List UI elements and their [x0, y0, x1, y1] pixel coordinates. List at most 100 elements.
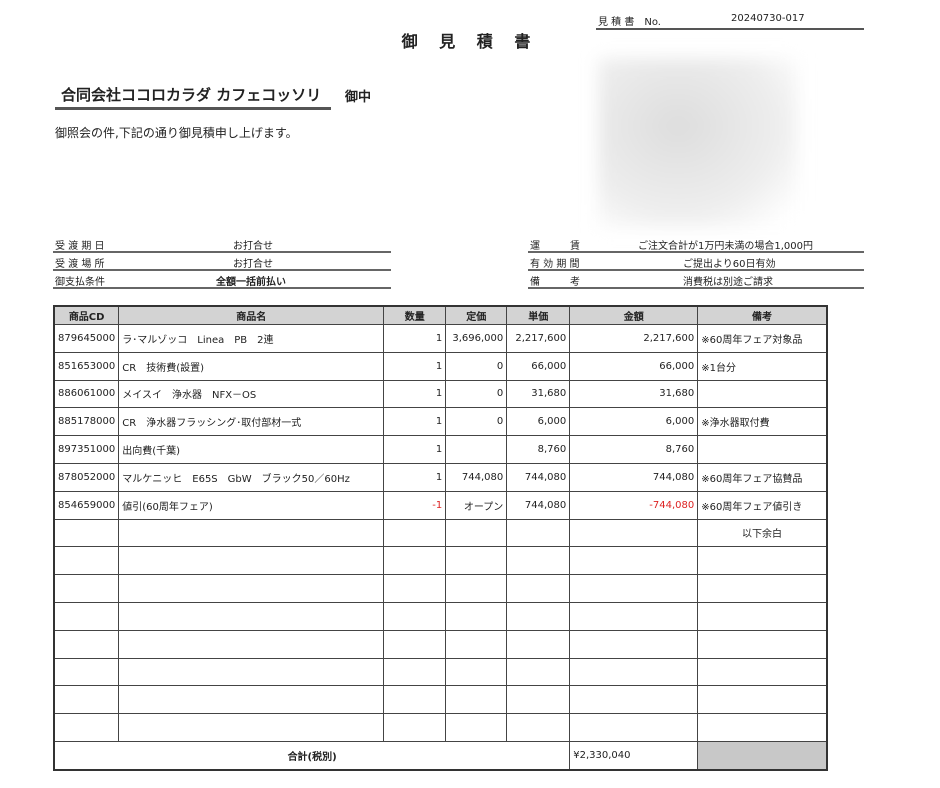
- table-cell: [506, 601, 571, 631]
- column-header: 商品名: [118, 305, 385, 325]
- empty-row: [53, 657, 828, 687]
- table-cell: 6,000: [506, 407, 571, 437]
- table-cell: [697, 435, 828, 464]
- table-cell: -744,080: [569, 490, 699, 520]
- column-header: 商品CD: [53, 305, 120, 325]
- table-cell: [383, 685, 447, 715]
- table-cell: [118, 601, 385, 631]
- table-cell: 66,000: [569, 351, 699, 381]
- condition-value: お打合せ: [233, 259, 273, 270]
- condition-value: 全額一括前払い: [216, 277, 286, 288]
- table-cell: マルケニッヒ E65S GbW ブラック50／60Hz: [118, 462, 385, 492]
- table-cell: [53, 713, 120, 742]
- table-cell: [383, 546, 447, 576]
- redacted-issuer-block: [598, 58, 798, 228]
- condition-value: お打合せ: [233, 241, 273, 252]
- column-header: 金額: [569, 305, 699, 325]
- condition-row: 御支払条件 全額一括前払い: [53, 270, 391, 289]
- condition-row: 受 渡 期 日 お打合せ: [53, 234, 391, 253]
- table-cell: 66,000: [506, 351, 571, 381]
- table-cell: [118, 574, 385, 603]
- condition-row: 受 渡 場 所 お打合せ: [53, 252, 391, 271]
- column-header: 単価: [506, 305, 571, 325]
- client-honorific: 御中: [345, 90, 372, 105]
- table-cell: 879645000: [53, 324, 120, 353]
- table-cell: 3,696,000: [445, 324, 508, 353]
- condition-label: 受 渡 場 所: [55, 259, 105, 270]
- empty-row: 以下余白: [53, 518, 828, 548]
- estimate-number: 見 積 書 No. 20240730-017: [596, 10, 864, 30]
- total-row: 合計(税別) ¥2,330,040: [53, 740, 828, 771]
- table-cell: 744,080: [569, 462, 699, 492]
- column-header: 定価: [445, 305, 508, 325]
- empty-row: [53, 629, 828, 659]
- table-cell: [569, 657, 699, 687]
- table-cell: [383, 713, 447, 742]
- table-cell: [118, 546, 385, 576]
- condition-label: 御支払条件: [55, 277, 105, 288]
- table-cell: [506, 518, 571, 548]
- table-cell: ラ･マルゾッコ Linea PB 2連: [118, 324, 385, 353]
- table-cell: [445, 601, 508, 631]
- table-cell: 1: [383, 462, 447, 492]
- table-cell: ※浄水器取付費: [697, 407, 828, 437]
- table-cell: 0: [445, 407, 508, 437]
- table-cell: ※60周年フェア対象品: [697, 324, 828, 353]
- remainder-note: 以下余白: [697, 518, 828, 548]
- table-cell: [569, 685, 699, 715]
- table-row: 886061000 メイスイ 浄水器 NFX－OS 1 0 31,680 31,680: [53, 379, 828, 409]
- table-cell: [506, 657, 571, 687]
- table-row: 851653000 CR 技術費(設置) 1 0 66,000 66,000 ※1台分: [53, 351, 828, 381]
- table-cell: [697, 379, 828, 409]
- table-cell: [445, 629, 508, 659]
- table-row: 897351000 出向費(千葉) 1 8,760 8,760: [53, 435, 828, 464]
- table-cell: [445, 685, 508, 715]
- condition-label: 受 渡 期 日: [55, 241, 105, 252]
- table-cell: [569, 601, 699, 631]
- total-value: ¥2,330,040: [569, 740, 699, 771]
- table-cell: [53, 518, 120, 548]
- total-blank-cell: [697, 740, 828, 771]
- table-cell: [697, 713, 828, 742]
- table-cell: [53, 657, 120, 687]
- table-cell: [445, 518, 508, 548]
- table-cell: 851653000: [53, 351, 120, 381]
- table-cell: [445, 435, 508, 464]
- document-title: 御 見 積 書: [401, 32, 539, 51]
- table-cell: 897351000: [53, 435, 120, 464]
- table-cell: [383, 601, 447, 631]
- table-cell: 31,680: [506, 379, 571, 409]
- table-cell: [569, 546, 699, 576]
- condition-row: 運 賃 ご注文合計が1万円未満の場合1,000円: [528, 234, 864, 253]
- column-header: 備考: [697, 305, 828, 325]
- table-cell: [697, 546, 828, 576]
- table-header-row: 商品CD 商品名 数量 定価 単価 金額 備考: [53, 305, 828, 325]
- table-cell: 8,760: [569, 435, 699, 464]
- condition-label: 備 考: [530, 277, 580, 288]
- greeting-text: 御照会の件,下記の通り御見積申し上げます。: [55, 126, 298, 140]
- table-cell: 8,760: [506, 435, 571, 464]
- table-cell: [569, 518, 699, 548]
- column-header: 数量: [383, 305, 447, 325]
- table-row: 885178000 CR 浄水器フラッシング･取付部材一式 1 0 6,000 6,000…: [53, 407, 828, 437]
- table-cell: 0: [445, 379, 508, 409]
- table-cell: [506, 713, 571, 742]
- condition-value: ご提出より60日有効: [683, 259, 776, 270]
- estimate-number-label: 見 積 書 No.: [598, 17, 661, 28]
- table-cell: 744,080: [506, 490, 571, 520]
- empty-row: [53, 601, 828, 631]
- table-cell: [383, 629, 447, 659]
- table-cell: ※60周年フェア協賛品: [697, 462, 828, 492]
- table-cell: 744,080: [445, 462, 508, 492]
- empty-row: [53, 685, 828, 715]
- estimate-number-value: 20240730-017: [731, 13, 805, 24]
- table-cell: [569, 574, 699, 603]
- table-cell: [506, 546, 571, 576]
- table-cell: [53, 546, 120, 576]
- estimate-table: 商品CD 商品名 数量 定価 単価 金額 備考 879645000 ラ･マルゾッコ Linea…: [53, 305, 828, 771]
- table-cell: [697, 574, 828, 603]
- condition-value: 消費税は別途ご請求: [683, 277, 773, 288]
- table-cell: 31,680: [569, 379, 699, 409]
- table-cell: 886061000: [53, 379, 120, 409]
- total-label: 合計(税別): [53, 740, 571, 771]
